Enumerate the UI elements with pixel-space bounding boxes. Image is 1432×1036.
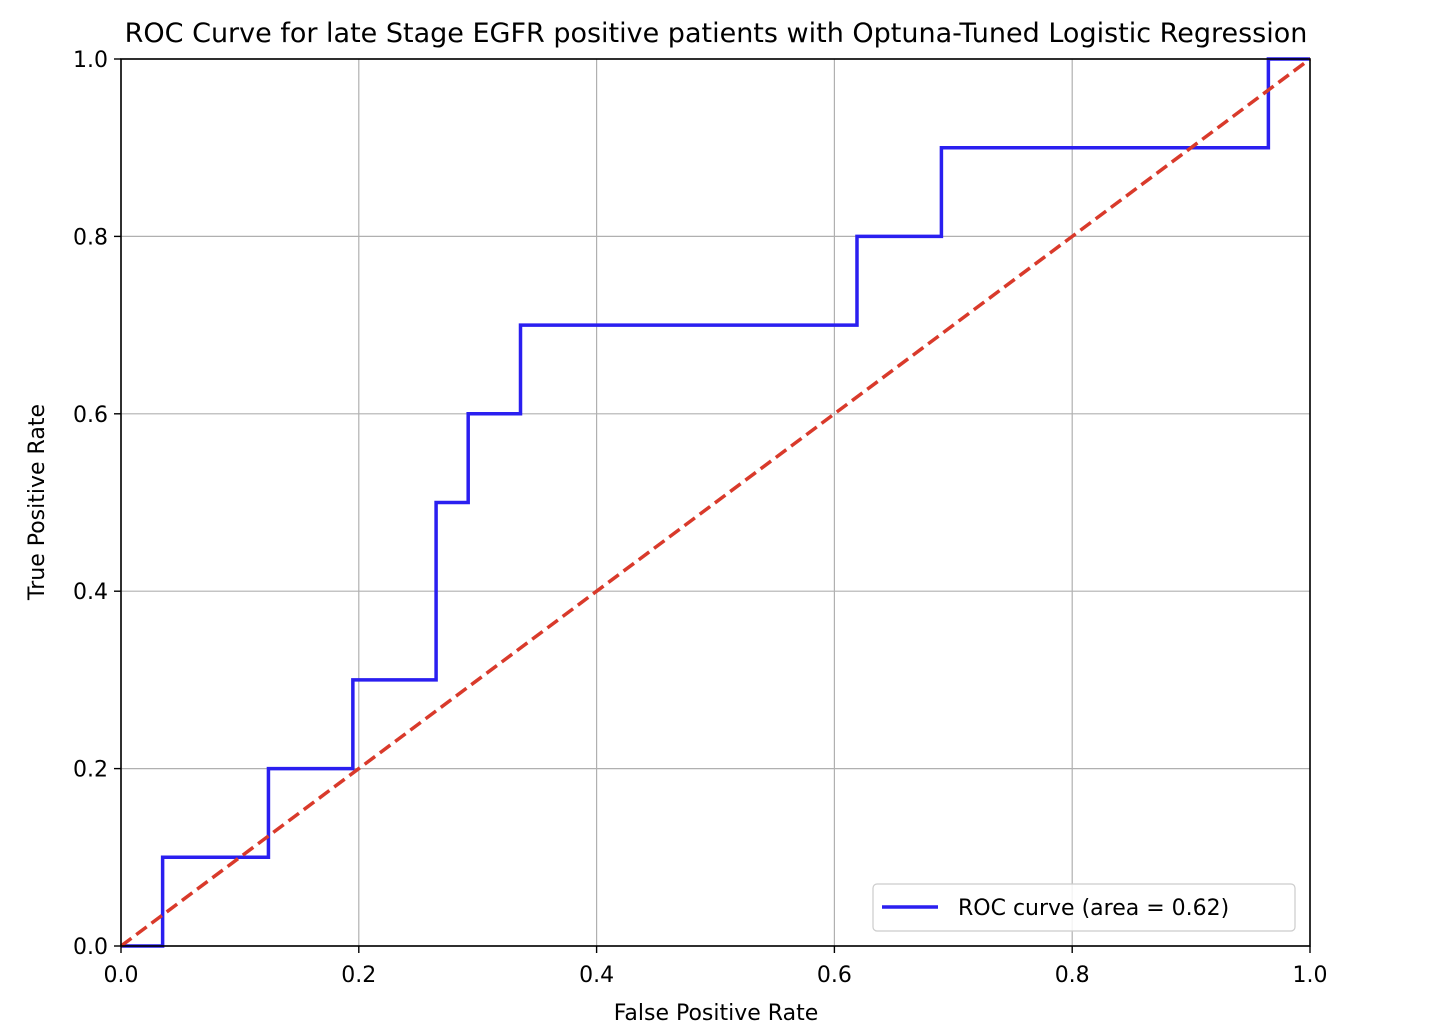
y-tick-label: 0.6 — [73, 403, 108, 428]
legend: ROC curve (area = 0.62) — [872, 883, 1296, 932]
chart-title: ROC Curve for late Stage EGFR positive p… — [125, 18, 1308, 49]
y-tick-label: 0.8 — [73, 225, 108, 250]
y-tick-label: 0.0 — [73, 935, 108, 960]
y-tick-label: 0.4 — [73, 580, 108, 605]
x-tick-label: 0.6 — [817, 963, 852, 988]
roc-curve-line — [121, 57, 1310, 948]
legend-box — [872, 883, 1296, 932]
x-tick-label: 1.0 — [1293, 963, 1328, 988]
series-layer — [119, 57, 1312, 948]
legend-label: ROC curve (area = 0.62) — [958, 896, 1229, 921]
x-tick-label: 0.0 — [104, 963, 139, 988]
y-tick-label: 1.0 — [73, 48, 108, 73]
x-axis-label: False Positive Rate — [614, 1001, 818, 1026]
y-axis-label: True Positive Rate — [25, 404, 50, 601]
axis-ticks: 0.0 0.2 0.4 0.6 0.8 1.0 0.0 0.2 0.4 0.6 0.8 1.0 — [73, 48, 1328, 988]
x-tick-label: 0.4 — [579, 963, 614, 988]
chance-diagonal-line — [119, 57, 1312, 948]
plot-frame — [120, 58, 1311, 947]
x-tick-label: 0.2 — [341, 963, 376, 988]
x-tick-label: 0.8 — [1055, 963, 1090, 988]
y-tick-label: 0.2 — [73, 758, 108, 783]
